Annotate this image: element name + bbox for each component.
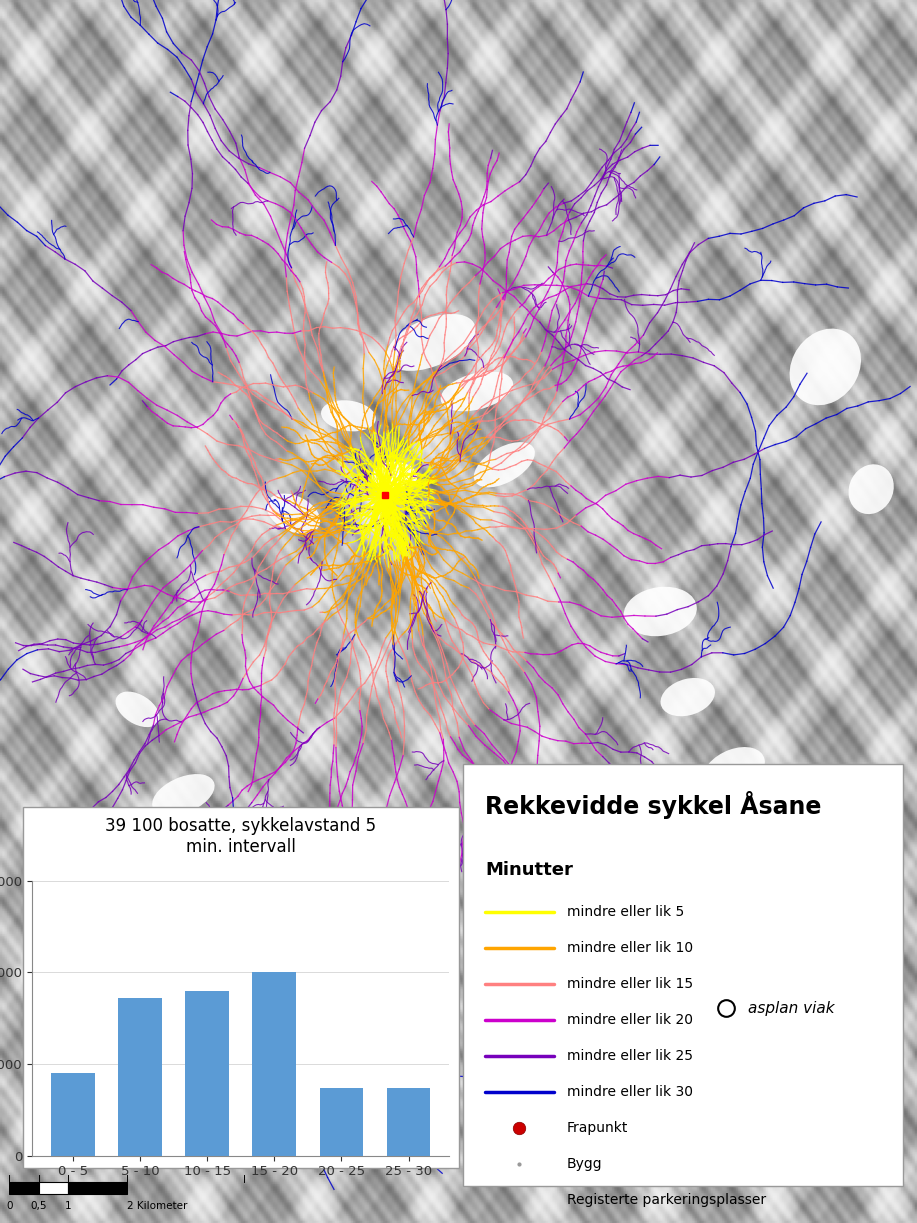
Bar xyxy=(118,998,161,1156)
Text: asplan viak: asplan viak xyxy=(748,1000,834,1015)
Ellipse shape xyxy=(848,465,894,514)
Ellipse shape xyxy=(564,1058,628,1095)
Ellipse shape xyxy=(152,774,215,816)
Text: mindre eller lik 15: mindre eller lik 15 xyxy=(567,977,693,991)
Bar xyxy=(387,1088,430,1156)
Ellipse shape xyxy=(83,840,138,872)
Text: mindre eller lik 5: mindre eller lik 5 xyxy=(567,905,684,918)
Text: Rekkevidde sykkel Åsane: Rekkevidde sykkel Åsane xyxy=(485,791,822,819)
Bar xyxy=(185,991,229,1156)
Text: 39 100 bosatte, sykkelavstand 5
min. intervall: 39 100 bosatte, sykkelavstand 5 min. int… xyxy=(105,817,376,856)
Text: Frapunkt: Frapunkt xyxy=(567,1121,628,1135)
Ellipse shape xyxy=(738,840,784,872)
Bar xyxy=(68,1181,127,1194)
Ellipse shape xyxy=(267,494,320,533)
Ellipse shape xyxy=(660,678,715,717)
Ellipse shape xyxy=(321,400,376,432)
Text: mindre eller lik 20: mindre eller lik 20 xyxy=(567,1013,693,1027)
Text: 2 Kilometer: 2 Kilometer xyxy=(127,1201,187,1211)
Text: 0,5: 0,5 xyxy=(30,1201,47,1211)
Ellipse shape xyxy=(116,691,160,728)
Ellipse shape xyxy=(474,443,535,487)
Bar xyxy=(9,1181,39,1194)
Text: mindre eller lik 10: mindre eller lik 10 xyxy=(567,940,693,955)
Text: Bygg: Bygg xyxy=(567,1157,602,1172)
Text: Registerte parkeringsplasser: Registerte parkeringsplasser xyxy=(567,1194,766,1207)
Text: Minutter: Minutter xyxy=(485,861,573,878)
Text: 1: 1 xyxy=(64,1201,72,1211)
Ellipse shape xyxy=(386,314,476,371)
Ellipse shape xyxy=(371,461,417,492)
Text: 0: 0 xyxy=(6,1201,13,1211)
Ellipse shape xyxy=(702,747,765,794)
FancyBboxPatch shape xyxy=(490,1189,549,1212)
Bar xyxy=(320,1088,363,1156)
Ellipse shape xyxy=(194,929,264,978)
Text: mindre eller lik 25: mindre eller lik 25 xyxy=(567,1049,693,1063)
Bar xyxy=(252,972,296,1156)
Ellipse shape xyxy=(138,987,193,1019)
Ellipse shape xyxy=(779,898,834,937)
Ellipse shape xyxy=(510,977,591,1029)
Bar xyxy=(51,1074,94,1156)
Ellipse shape xyxy=(790,329,861,405)
Bar xyxy=(39,1181,68,1194)
Text: mindre eller lik 30: mindre eller lik 30 xyxy=(567,1085,693,1099)
Ellipse shape xyxy=(441,372,513,411)
Ellipse shape xyxy=(624,587,697,636)
